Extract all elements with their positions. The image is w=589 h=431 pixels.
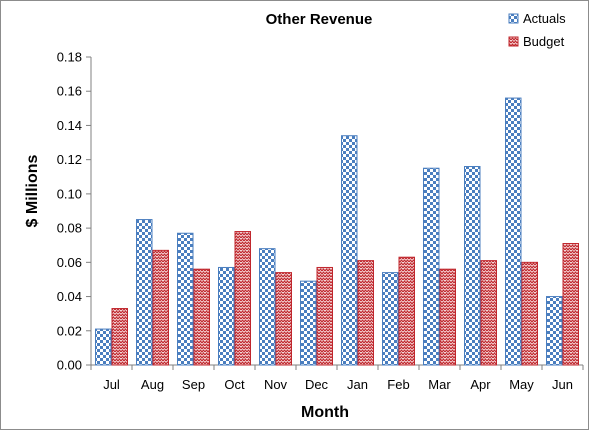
bar-actuals-sep <box>177 232 194 366</box>
bar-actuals-jan <box>341 135 358 366</box>
y-axis: 0.00 0.02 0.04 0.06 0.08 0.10 0.12 0.14 0.16 0.18 <box>57 50 92 373</box>
bars-group <box>95 97 579 366</box>
x-tick-label: Jan <box>347 377 368 392</box>
bar-actuals-nov <box>259 248 276 366</box>
y-tick-label: 0.04 <box>57 289 82 304</box>
chart-title: Other Revenue <box>266 11 373 28</box>
bar-budget-nov <box>275 272 292 366</box>
x-tick-label: May <box>509 377 534 392</box>
y-tick-label: 0.08 <box>57 221 82 236</box>
bar-budget-jul <box>111 308 128 366</box>
y-tick-label: 0.10 <box>57 186 82 201</box>
y-tick-label: 0.12 <box>57 152 82 167</box>
bar-actuals-feb <box>382 272 399 366</box>
bar-budget-mar <box>439 268 456 366</box>
x-tick-label: Oct <box>224 377 245 392</box>
y-axis-title: $ Millions <box>24 154 41 227</box>
legend: Actuals Budget <box>508 11 566 49</box>
bar-actuals-apr <box>464 166 481 366</box>
legend-swatch-actuals <box>508 13 519 24</box>
bar-actuals-mar <box>423 167 440 366</box>
bar-budget-apr <box>480 260 497 366</box>
y-tick-label: 0.00 <box>57 358 82 373</box>
x-axis: Jul Aug Sep Oct Nov Dec Jan Feb Mar Apr May Jun <box>90 364 584 392</box>
bar-actuals-oct <box>218 266 235 366</box>
bar-actuals-jun <box>546 296 563 366</box>
bar-budget-jan <box>357 260 374 366</box>
x-tick-label: Nov <box>264 377 288 392</box>
y-tick-label: 0.06 <box>57 255 82 270</box>
x-tick-label: Aug <box>141 377 164 392</box>
legend-swatch-budget <box>508 36 519 47</box>
y-tick-label: 0.02 <box>57 323 82 338</box>
legend-label-budget: Budget <box>523 34 565 49</box>
x-tick-label: Feb <box>387 377 409 392</box>
bar-budget-jun <box>562 243 579 366</box>
bar-budget-aug <box>152 249 169 366</box>
bar-actuals-aug <box>136 219 153 366</box>
legend-label-actuals: Actuals <box>523 11 566 26</box>
bar-actuals-dec <box>300 280 317 366</box>
y-tick-label: 0.14 <box>57 118 82 133</box>
x-tick-label: Jun <box>552 377 573 392</box>
bar-budget-may <box>521 261 538 366</box>
bar-budget-oct <box>234 231 251 366</box>
bar-budget-feb <box>398 256 415 366</box>
x-tick-label: Dec <box>305 377 329 392</box>
y-tick-label: 0.18 <box>57 50 82 65</box>
x-tick-label: Mar <box>428 377 451 392</box>
x-tick-label: Apr <box>470 377 491 392</box>
bar-actuals-may <box>505 97 522 366</box>
bar-actuals-jul <box>95 328 112 366</box>
x-tick-label: Jul <box>103 377 120 392</box>
x-tick-label: Sep <box>182 377 205 392</box>
bar-budget-dec <box>316 266 333 366</box>
y-tick-label: 0.16 <box>57 84 82 99</box>
bar-budget-sep <box>193 268 210 366</box>
x-axis-title: Month <box>301 404 349 421</box>
